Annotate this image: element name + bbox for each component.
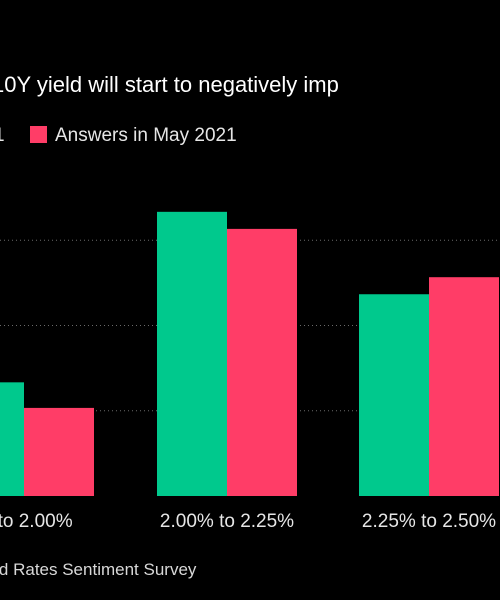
- x-tick-label-1: % to 2.00%: [0, 511, 73, 532]
- x-tick-label-2: 2.00% to 2.25%: [160, 511, 294, 532]
- legend-item-series-2: Answers in May 2021: [30, 125, 237, 147]
- source-note: and Rates Sentiment Survey: [0, 560, 197, 579]
- x-tick-label-3: 2.25% to 2.50%: [362, 511, 496, 532]
- legend-label-series-1: 1: [0, 125, 5, 146]
- legend-item-series-1: 1: [0, 125, 5, 147]
- bar-s2-c3: [429, 277, 499, 496]
- bar-s1-c3: [359, 294, 429, 496]
- bar-s1-c1: [0, 382, 24, 496]
- legend-swatch-series-2: [30, 126, 47, 143]
- bar-s2-c2: [227, 228, 297, 496]
- legend-label-series-2: Answers in May 2021: [55, 125, 237, 146]
- bar-s1-c2: [157, 211, 227, 497]
- chart-title: 10Y yield will start to negatively imp: [0, 72, 339, 97]
- bar-s2-c1: [24, 407, 94, 496]
